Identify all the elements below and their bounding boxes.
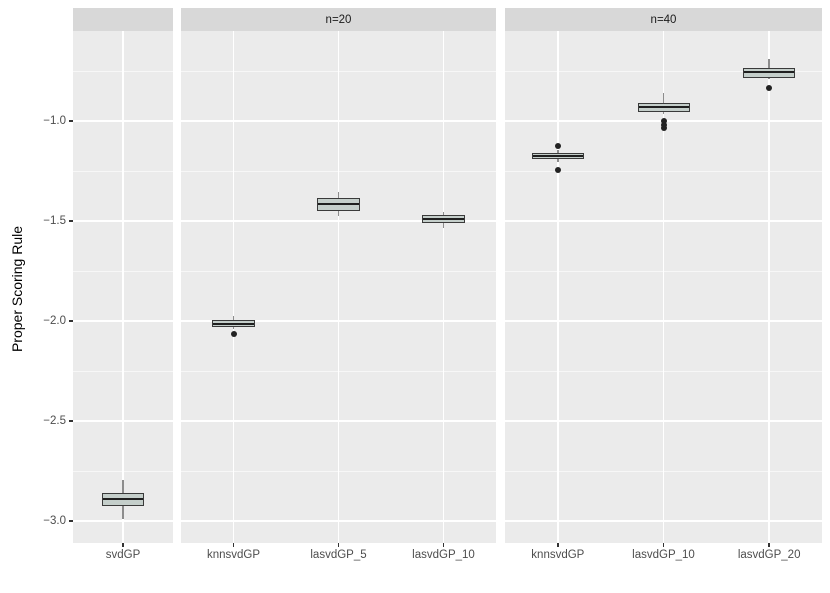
facet-panel [505,31,822,543]
boxplot-median [638,105,689,109]
boxplot-outlier [660,125,667,131]
boxplot-median [744,71,795,74]
boxplot-outlier [230,331,237,338]
gridline-vertical [122,31,124,543]
x-tick-mark [768,543,770,547]
x-tick-label: knnsvdGP [206,549,261,561]
gridline-vertical [662,31,665,543]
y-tick-label: −2.0 [43,315,66,327]
boxplot-median [213,322,254,325]
facet-strip: n=40 [505,8,822,31]
x-tick-label: lasvdGP_5 [310,549,367,561]
y-tick-mark [69,220,73,222]
boxplot-median [423,217,464,221]
x-tick-label: lasvdGP_10 [632,549,695,561]
y-tick-mark [69,520,73,522]
boxplot-outlier [554,143,561,149]
boxplot-outlier [660,118,667,124]
y-tick-label: −3.0 [43,515,66,527]
facet-strip [73,8,173,31]
y-axis-title: Proper Scoring Rule [9,225,25,353]
boxplot-outlier [660,121,667,128]
boxplot-median [318,202,359,206]
x-tick-mark [122,543,124,547]
gridline-vertical [337,31,340,543]
y-tick-mark [69,120,73,122]
x-tick-mark [232,543,235,547]
boxplot-outlier [554,167,561,173]
x-tick-mark [662,543,665,547]
facet-strip-label: n=20 [325,13,352,26]
x-tick-label: lasvdGP_20 [737,549,801,561]
x-tick-mark [337,543,340,547]
facet-panel [73,31,173,543]
x-tick-label: svdGP [105,549,141,561]
y-tick-label: −1.0 [43,115,66,127]
x-tick-mark [442,543,445,547]
x-tick-label: lasvdGP_10 [412,549,475,561]
x-tick-mark [557,543,559,547]
y-tick-mark [69,420,73,422]
boxplot-outlier [766,85,773,91]
facet-panel [181,31,496,543]
gridline-vertical [442,31,445,543]
gridline-vertical [557,31,559,543]
x-tick-label: knnsvdGP [531,549,585,561]
facet-strip: n=20 [181,8,496,31]
gridline-vertical [232,31,235,543]
y-tick-label: −1.5 [43,215,66,227]
facet-strip-label: n=40 [650,13,677,26]
y-tick-label: −2.5 [43,415,66,427]
boxplot-median [103,497,143,501]
boxplot-median [532,154,583,158]
gridline-vertical [768,31,770,543]
y-tick-mark [69,320,73,322]
